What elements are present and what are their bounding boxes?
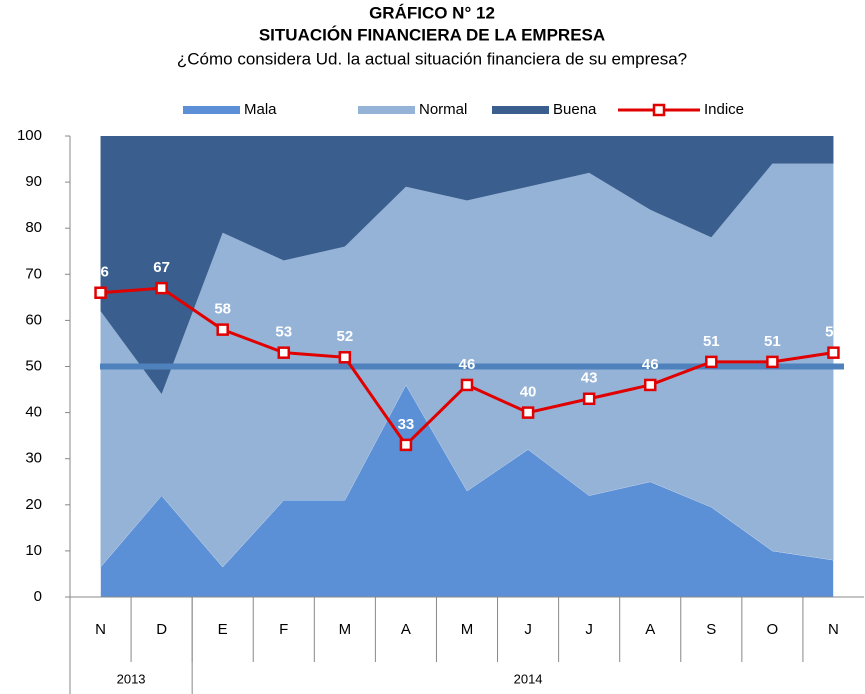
index-marker <box>399 438 413 452</box>
x-tick-label: N <box>828 621 839 638</box>
x-tick-label: E <box>218 621 228 638</box>
index-marker <box>766 355 779 369</box>
data-label: 66 <box>92 264 109 281</box>
data-label: 52 <box>337 328 354 345</box>
x-tick-label: J <box>585 621 593 638</box>
data-label: 53 <box>275 324 292 341</box>
data-label: 51 <box>764 333 781 350</box>
data-label: 33 <box>398 416 415 433</box>
data-label: 51 <box>703 333 720 350</box>
index-marker <box>827 346 840 359</box>
chart-question: ¿Cómo considera Ud. la actual situación … <box>177 49 687 68</box>
y-tick-label: 70 <box>25 265 42 282</box>
legend-marker <box>652 103 666 117</box>
x-tick-label: S <box>706 621 716 638</box>
area <box>100 136 834 395</box>
legend-swatch <box>358 106 415 114</box>
x-tick-label: N <box>95 621 106 638</box>
x-tick-label: M <box>461 621 474 638</box>
x-tick-label: J <box>524 621 532 638</box>
x-tick-label: A <box>401 621 411 638</box>
x-tick-label: A <box>645 621 655 638</box>
legend-label: Normal <box>419 101 467 118</box>
x-tick-label: F <box>279 621 288 638</box>
chart-title: GRÁFICO N° 12 <box>369 3 495 22</box>
index-marker <box>94 286 107 299</box>
y-tick-label: 0 <box>34 588 42 605</box>
y-tick-label: 80 <box>25 219 42 236</box>
y-tick-label: 50 <box>25 357 42 374</box>
x-tick-label: M <box>339 621 352 638</box>
data-label: 46 <box>642 356 659 373</box>
legend-swatch <box>492 106 549 114</box>
index-marker <box>155 281 168 295</box>
index-marker <box>705 355 718 369</box>
data-label: 40 <box>520 384 537 401</box>
y-tick-label: 100 <box>17 127 42 144</box>
index-marker <box>643 378 657 392</box>
y-tick-label: 10 <box>25 542 42 559</box>
data-label: 58 <box>214 301 231 318</box>
index-marker <box>338 351 352 364</box>
chart-subtitle: SITUACIÓN FINANCIERA DE LA EMPRESA <box>259 25 605 44</box>
y-tick-label: 90 <box>25 173 42 190</box>
legend-label: Indice <box>704 101 744 118</box>
index-marker <box>521 406 535 419</box>
x-tick-label: O <box>767 621 779 638</box>
x-group-label: 2013 <box>117 671 146 686</box>
index-marker <box>277 346 291 359</box>
y-tick-label: 20 <box>25 496 42 513</box>
legend-label: Buena <box>553 101 597 118</box>
y-tick-label: 60 <box>25 311 42 328</box>
legend-label: Mala <box>244 101 277 118</box>
index-marker <box>582 392 596 406</box>
data-label: 67 <box>153 259 170 276</box>
index-marker <box>460 378 474 392</box>
index-marker <box>216 323 229 336</box>
data-label: 53 <box>825 324 842 341</box>
x-group-label: 2014 <box>514 671 543 686</box>
x-tick-label: D <box>156 621 167 638</box>
y-tick-label: 30 <box>25 450 42 467</box>
data-label: 43 <box>581 370 598 387</box>
y-tick-label: 40 <box>25 404 42 421</box>
legend-swatch <box>183 106 240 114</box>
data-label: 46 <box>459 356 476 373</box>
